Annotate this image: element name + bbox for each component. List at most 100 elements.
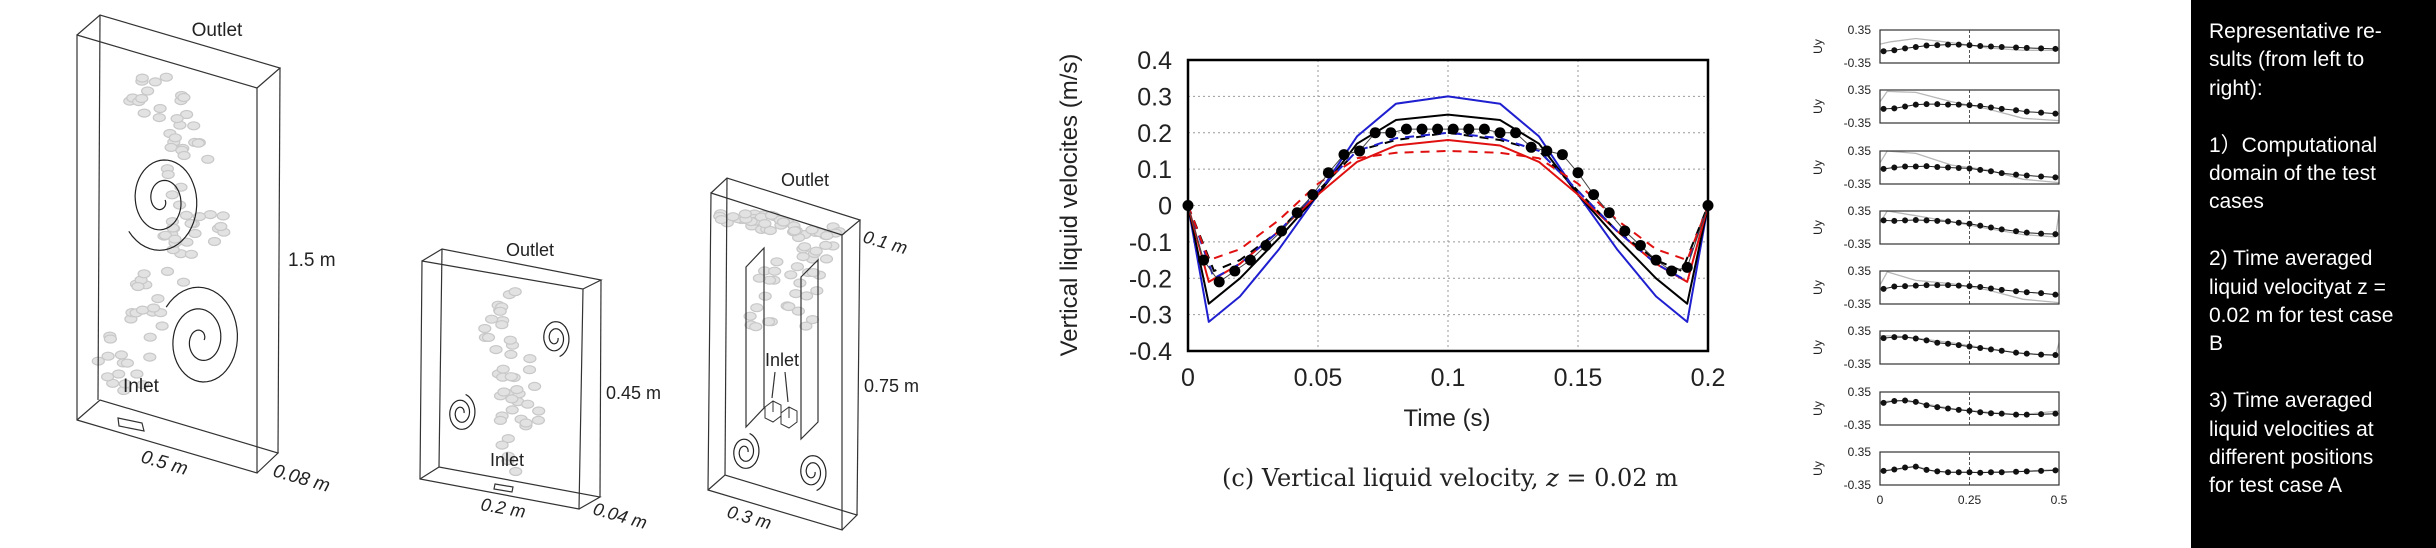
bubble-icon: [136, 380, 150, 390]
data-point: [2052, 291, 2059, 298]
bubble-icon: [177, 92, 191, 103]
y-tick-label: 0.35: [1848, 144, 1872, 158]
vortex-spiral-icon: [128, 159, 198, 251]
data-point: [1541, 145, 1553, 157]
data-point: [1977, 344, 1984, 351]
data-point: [1880, 335, 1887, 342]
data-point: [1902, 217, 1909, 224]
bubble-icon: [100, 372, 115, 382]
y-axis-label: Uy: [1811, 39, 1825, 54]
data-point: [2038, 411, 2045, 418]
data-point: [2052, 174, 2059, 181]
y-tick-label: 0.2: [1137, 120, 1172, 148]
bubble-icon: [201, 154, 215, 164]
data-point: [1955, 469, 1962, 476]
data-point: [2038, 45, 2045, 52]
data-point: [2023, 108, 2030, 115]
y-axis-label: Uy: [1811, 160, 1825, 175]
x-tick-label: 0.2: [1691, 364, 1726, 392]
model-line: [1879, 37, 2059, 51]
series-line-black-solid: [1187, 113, 1709, 305]
bubble-icon: [168, 234, 182, 244]
bubble-icon: [510, 385, 524, 395]
data-point: [1955, 282, 1962, 289]
data-point: [1447, 123, 1459, 135]
description-line: 0.02 m for test case: [2209, 304, 2394, 328]
data-point: [1966, 469, 1973, 476]
bubble-icon: [161, 169, 175, 180]
caption-variable: z: [1545, 464, 1559, 492]
domain-b-bottom: [419, 466, 602, 510]
bubble-icon: [810, 286, 824, 296]
domain-a-inlet-slot: [117, 417, 145, 432]
description-line: 3) Time averaged: [2209, 389, 2373, 413]
data-point: [2052, 231, 2059, 238]
description-line: 2) Time averaged: [2209, 247, 2373, 271]
data-point: [1276, 225, 1288, 237]
bubble-icon: [503, 335, 517, 345]
bubble-icon: [173, 200, 187, 210]
data-point: [1987, 410, 1994, 417]
bubble-icon: [141, 86, 155, 96]
data-point: [1912, 335, 1919, 342]
y-tick-label: -0.3: [1129, 302, 1172, 330]
data-point: [1998, 410, 2005, 417]
inlet-label: Inlet: [765, 350, 799, 370]
measurement-line: [1883, 336, 2056, 356]
data-point: [1934, 101, 1941, 108]
data-point: [1291, 207, 1303, 219]
outlet-label: Outlet: [781, 170, 829, 190]
measurement-line: [1883, 466, 2056, 474]
bubble-icon: [797, 242, 812, 252]
data-point: [2038, 467, 2045, 474]
bubble-icon: [522, 365, 537, 375]
domain-c: [707, 177, 862, 531]
y-axis-label: Uy: [1811, 99, 1825, 114]
data-point: [1260, 240, 1272, 252]
y-tick-label: -0.35: [1844, 116, 1872, 130]
bubble-icon: [155, 321, 169, 331]
data-point: [1891, 217, 1898, 224]
data-point: [1998, 286, 2005, 293]
profile-panel: 0.35 -0.35 Uy: [1811, 83, 2060, 130]
panel-frame: [1879, 270, 2060, 305]
profile-panel: 0.35 -0.35 Uy: [1811, 445, 2060, 492]
vortex-spiral-icon: [543, 321, 570, 358]
data-point: [1880, 285, 1887, 292]
x-axis-label: Time (s): [1403, 405, 1490, 432]
bubbles-layer: [91, 72, 846, 477]
data-point: [2038, 290, 2045, 297]
measurement-line: [1883, 284, 2056, 296]
description-line: Representative re-: [2209, 20, 2382, 43]
bubble-icon: [184, 249, 198, 259]
bubble-icon: [152, 112, 166, 123]
bubble-icon: [531, 415, 546, 425]
data-point: [1912, 163, 1919, 170]
y-axis-label: Uy: [1811, 461, 1825, 476]
data-point: [1923, 282, 1930, 289]
panel-frame: [1879, 330, 2060, 365]
data-point: [1977, 222, 1984, 229]
data-point: [2023, 468, 2030, 475]
domain-c-edge: [724, 177, 728, 476]
data-point: [2052, 110, 2059, 117]
bubble-icon: [726, 212, 740, 222]
data-point: [1891, 47, 1898, 54]
data-point: [1902, 283, 1909, 290]
data-point: [1912, 398, 1919, 405]
data-point: [1681, 261, 1693, 273]
bubble-icon: [478, 323, 492, 334]
domain-b: [419, 248, 603, 510]
data-point: [1307, 189, 1319, 201]
data-point: [1880, 165, 1887, 172]
bubble-icon: [143, 352, 157, 362]
description-line: cases: [2209, 190, 2264, 214]
height-label: 1.5 m: [288, 250, 336, 271]
data-point: [1229, 265, 1241, 277]
profile-panel: 0.35 -0.35 Uy: [1811, 144, 2060, 191]
y-axis-label: Uy: [1811, 401, 1825, 416]
data-point: [1902, 103, 1909, 110]
data-point: [1912, 43, 1919, 50]
data-point: [2013, 468, 2020, 475]
